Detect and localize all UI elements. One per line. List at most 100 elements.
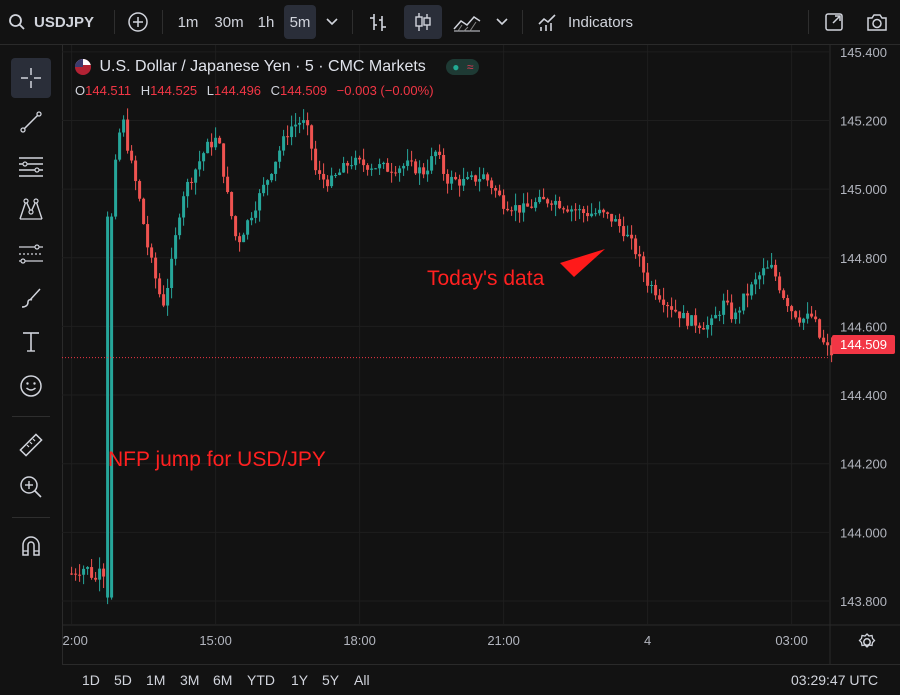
brush-tool[interactable] bbox=[11, 278, 51, 318]
magnet-tool[interactable] bbox=[11, 526, 51, 566]
candle-body bbox=[374, 168, 378, 170]
candle-body bbox=[394, 172, 398, 174]
candle-body bbox=[414, 161, 418, 174]
candle-body bbox=[622, 226, 626, 237]
candle-body bbox=[726, 300, 730, 303]
candle-body bbox=[626, 234, 630, 237]
candle-body bbox=[810, 313, 814, 317]
chart-legend[interactable]: U.S. Dollar / Japanese Yen · 5 · CMC Mar… bbox=[75, 58, 480, 76]
range-6m[interactable]: 6M bbox=[213, 672, 233, 688]
snapshot-button[interactable] bbox=[860, 0, 894, 44]
candle-body bbox=[642, 256, 646, 273]
pattern-icon bbox=[19, 198, 43, 220]
symbol-search[interactable]: USDJPY bbox=[8, 0, 118, 44]
fullscreen-button[interactable] bbox=[818, 0, 850, 44]
candle-body bbox=[386, 162, 390, 172]
candle-body bbox=[686, 312, 690, 326]
measure-tool[interactable] bbox=[11, 425, 51, 465]
price-tick-label: 145.000 bbox=[840, 182, 887, 197]
candle-body bbox=[546, 199, 550, 204]
candle-body bbox=[382, 162, 386, 165]
candle-body bbox=[758, 275, 762, 280]
indicators-button[interactable]: Indicators bbox=[536, 0, 646, 44]
candle-body bbox=[594, 213, 598, 215]
candles-button[interactable] bbox=[404, 5, 442, 39]
candle-body bbox=[366, 165, 370, 170]
candle-body bbox=[218, 137, 222, 144]
candle-body bbox=[498, 190, 502, 196]
candle-body bbox=[706, 324, 710, 330]
range-1d[interactable]: 1D bbox=[82, 672, 100, 688]
range-5d[interactable]: 5D bbox=[114, 672, 132, 688]
candle-body bbox=[482, 174, 486, 179]
prediction-tool[interactable] bbox=[11, 234, 51, 274]
candle-body bbox=[814, 316, 818, 320]
candle-body bbox=[586, 213, 590, 217]
candle-body bbox=[322, 173, 326, 180]
smiley-icon bbox=[20, 375, 42, 397]
range-1y[interactable]: 1Y bbox=[291, 672, 309, 688]
chart-type-dropdown[interactable] bbox=[490, 0, 514, 44]
candle-body bbox=[486, 174, 490, 181]
high-label: H bbox=[140, 83, 151, 98]
range-5y[interactable]: 5Y bbox=[322, 672, 340, 688]
candle-body bbox=[126, 119, 130, 151]
top-toolbar: USDJPY 1m 30m 1h 5m Indicators bbox=[0, 0, 900, 45]
candle-body bbox=[290, 126, 294, 138]
time-axis[interactable]: 12:00 15:00 18:00 21:00 4 03:00 bbox=[62, 633, 808, 648]
compare-symbol-button[interactable] bbox=[123, 0, 153, 44]
range-all[interactable]: All bbox=[354, 672, 370, 688]
time-tick-label: 18:00 bbox=[343, 633, 376, 648]
bottom-toolbar: 1D 5D 1M 3M 6M YTD 1Y 5Y All 03:29:47 UT… bbox=[62, 664, 900, 695]
candle-body bbox=[610, 213, 614, 222]
brush-icon bbox=[21, 288, 41, 308]
horizontal-lines-icon bbox=[19, 157, 43, 177]
candle-body bbox=[794, 311, 798, 318]
price-chart[interactable]: 145.400 145.200 145.000 144.800 144.600 144.4… bbox=[62, 45, 900, 664]
candle-body bbox=[154, 257, 158, 279]
candle-body bbox=[574, 209, 578, 211]
trend-line-tool[interactable] bbox=[11, 102, 51, 142]
candle-body bbox=[286, 136, 290, 138]
chart-type-button[interactable] bbox=[448, 0, 486, 44]
interval-5m[interactable]: 5m bbox=[284, 5, 316, 39]
range-ytd[interactable]: YTD bbox=[247, 672, 275, 688]
candle-body bbox=[802, 318, 806, 323]
candle-body bbox=[214, 137, 218, 148]
emoji-tool[interactable] bbox=[11, 366, 51, 406]
price-axis[interactable]: 145.400 145.200 145.000 144.800 144.600 144.4… bbox=[840, 45, 887, 609]
range-1m[interactable]: 1M bbox=[146, 672, 166, 688]
interval-1m[interactable]: 1m bbox=[177, 13, 199, 31]
interval-30m[interactable]: 30m bbox=[214, 13, 244, 31]
ohlc-values: O144.511 H144.525 L144.496 C144.509 −0.0… bbox=[75, 83, 434, 98]
candle-body bbox=[558, 200, 562, 209]
interval-dropdown[interactable] bbox=[320, 0, 344, 44]
candle-body bbox=[638, 254, 642, 257]
scale-settings-button[interactable] bbox=[856, 631, 878, 653]
candle-body bbox=[390, 171, 394, 173]
bar-style-button[interactable] bbox=[362, 0, 394, 44]
candle-body bbox=[654, 285, 658, 296]
price-tick-label: 143.800 bbox=[840, 594, 887, 609]
fib-tool[interactable] bbox=[11, 146, 51, 186]
gear-icon bbox=[858, 633, 876, 648]
candle-body bbox=[250, 217, 254, 221]
zoom-tool[interactable] bbox=[11, 467, 51, 507]
open-value: 144.511 bbox=[85, 83, 132, 98]
time-tick-label: 15:00 bbox=[199, 633, 232, 648]
candle-body bbox=[370, 168, 374, 170]
candle-body bbox=[158, 278, 162, 295]
crosshair-tool[interactable] bbox=[11, 58, 51, 98]
text-tool[interactable] bbox=[11, 322, 51, 362]
candle-body bbox=[714, 315, 718, 319]
range-3m[interactable]: 3M bbox=[180, 672, 200, 688]
market-status-badge[interactable]: ● ≈ bbox=[446, 59, 480, 75]
interval-1h[interactable]: 1h bbox=[257, 13, 275, 31]
candle-body bbox=[410, 160, 414, 162]
utc-clock[interactable]: 03:29:47 UTC bbox=[791, 672, 879, 688]
area-chart-icon bbox=[453, 16, 481, 32]
candle-body bbox=[722, 300, 726, 315]
pattern-tool[interactable] bbox=[11, 190, 51, 230]
candle-body bbox=[294, 124, 298, 127]
candle-body bbox=[578, 209, 582, 211]
